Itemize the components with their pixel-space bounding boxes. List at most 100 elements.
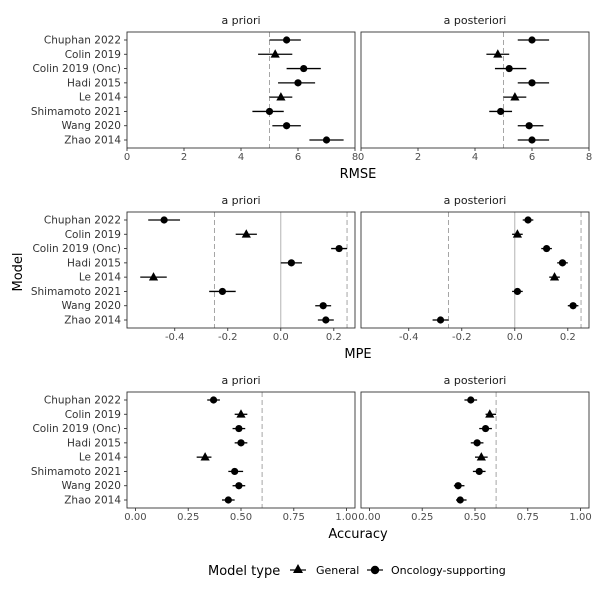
- point-estimate-oncology: [283, 36, 291, 44]
- panel-rmse-a-posteriori: a posteriori 0 2 4 6 8: [358, 14, 592, 163]
- x-tick-label: 0: [124, 152, 130, 163]
- x-tick-label: 0.75: [517, 512, 539, 523]
- x-tick-label: 6: [295, 152, 301, 163]
- x-tick-label: 6: [529, 152, 535, 163]
- point-estimate-oncology: [294, 79, 302, 87]
- x-tick-label: 0: [358, 152, 364, 163]
- point-estimate-oncology: [224, 496, 232, 504]
- panel-rmse-a-priori: a priori 0 2 4 6 8 Chuphan 2022 Colin 2019 Colin…: [31, 14, 358, 163]
- point-estimate-oncology: [300, 64, 308, 73]
- x-tick-label: 0.25: [177, 512, 199, 523]
- point-estimate-oncology: [558, 259, 567, 267]
- metric-row-rmse: a priori 0 2 4 6 8 Chuphan 2022 Colin 2019 Colin…: [31, 14, 592, 182]
- point-estimate-oncology: [467, 396, 475, 404]
- metric-row-accuracy: a priori 0.00 0.25 0.50 0.75 1.00 Chuphan 2022…: [31, 374, 592, 542]
- x-tick-label: 4: [472, 152, 478, 163]
- point-estimate-oncology: [542, 244, 551, 253]
- facet-strip-label: a posteriori: [444, 194, 507, 207]
- model-label: Wang 2020: [61, 300, 121, 312]
- point-estimate-oncology: [218, 287, 227, 296]
- model-label: Colin 2019: [65, 49, 121, 61]
- point-estimate-general: [236, 409, 246, 418]
- model-label: Le 2014: [79, 272, 122, 284]
- x-tick-label: 0.50: [230, 512, 252, 523]
- facet-strip-label: a priori: [221, 194, 260, 207]
- point-estimate-oncology: [235, 482, 243, 490]
- model-label: Chuphan 2022: [44, 395, 121, 407]
- x-tick-label: 2: [415, 152, 421, 163]
- x-tick-label: -0.4: [165, 332, 185, 343]
- panel-border: [126, 31, 356, 149]
- point-estimate-oncology: [475, 467, 483, 476]
- point-estimate-oncology: [513, 287, 522, 296]
- model-label: Chuphan 2022: [44, 35, 121, 47]
- x-tick-label: 0.00: [124, 512, 146, 523]
- x-tick-label: 0.2: [326, 332, 342, 343]
- panel-accuracy-a-priori: a priori 0.00 0.25 0.50 0.75 1.00 Chuphan 2022…: [31, 374, 358, 523]
- point-estimate-oncology: [481, 424, 490, 433]
- model-label: Colin 2019 (Onc): [32, 63, 121, 75]
- point-estimate-general: [512, 229, 523, 238]
- panel-mpe-a-posteriori: a posteriori -0.4 -0.2 0.0 0.2: [360, 194, 590, 343]
- model-label: Zhao 2014: [64, 315, 121, 327]
- x-tick-label: -0.4: [399, 332, 419, 343]
- legend-triangle-marker: [293, 564, 303, 573]
- legend-label-general: General: [316, 564, 359, 577]
- point-estimate-general: [200, 452, 210, 461]
- point-estimate-oncology: [456, 496, 464, 504]
- panel-border: [360, 211, 590, 329]
- model-label: Shimamoto 2021: [31, 286, 121, 298]
- model-label: Wang 2020: [61, 480, 121, 492]
- point-estimate-general: [241, 229, 251, 238]
- x-tick-label: -0.2: [452, 332, 472, 343]
- model-label: Colin 2019 (Onc): [32, 423, 121, 435]
- x-tick-label: 2: [181, 152, 187, 163]
- point-estimate-oncology: [319, 302, 327, 310]
- point-estimate-oncology: [436, 316, 445, 324]
- point-estimate-general: [485, 409, 495, 418]
- x-axis-title: RMSE: [340, 167, 377, 182]
- model-label: Hadi 2015: [67, 77, 121, 89]
- point-estimate-oncology: [528, 79, 536, 87]
- point-estimate-general: [148, 272, 159, 281]
- point-estimate-oncology: [209, 396, 218, 404]
- x-tick-label: 1.00: [335, 512, 357, 523]
- panel-mpe-a-priori: a priori -0.4 -0.2 0.0 0.2 Chuphan 2022 Colin …: [31, 194, 356, 343]
- point-estimate-oncology: [569, 302, 577, 310]
- x-tick-label: 0.2: [560, 332, 576, 343]
- x-tick-label: 1.00: [569, 512, 591, 523]
- point-estimate-oncology: [335, 244, 343, 253]
- point-estimate-oncology: [528, 136, 536, 144]
- model-label: Colin 2019: [65, 229, 121, 241]
- point-estimate-oncology: [473, 439, 481, 447]
- facet-strip-label: a priori: [221, 374, 260, 387]
- legend-label-oncology: Oncology-supporting: [391, 564, 506, 577]
- x-axis-title: MPE: [344, 347, 371, 362]
- model-label: Chuphan 2022: [44, 215, 121, 227]
- model-label: Le 2014: [79, 92, 122, 104]
- point-estimate-oncology: [160, 216, 168, 224]
- metric-row-mpe: a priori -0.4 -0.2 0.0 0.2 Chuphan 2022 Colin …: [31, 194, 590, 362]
- model-label: Le 2014: [79, 452, 122, 464]
- point-estimate-oncology: [525, 122, 533, 130]
- model-label: Shimamoto 2021: [31, 106, 121, 118]
- panel-border: [126, 211, 356, 329]
- point-estimate-general: [493, 49, 503, 58]
- panel-border: [360, 31, 590, 149]
- x-tick-label: 0.0: [507, 332, 523, 343]
- model-label: Shimamoto 2021: [31, 466, 121, 478]
- point-estimate-oncology: [322, 136, 331, 144]
- facet-strip-label: a posteriori: [444, 374, 507, 387]
- point-estimate-oncology: [265, 107, 274, 116]
- facet-strip-label: a priori: [221, 14, 260, 27]
- panel-border: [360, 391, 590, 509]
- model-label: Wang 2020: [61, 120, 121, 132]
- x-tick-label: 0.50: [464, 512, 486, 523]
- x-tick-label: 0.00: [358, 512, 380, 523]
- point-estimate-general: [270, 49, 280, 58]
- point-estimate-general: [510, 92, 520, 101]
- x-tick-label: 4: [238, 152, 244, 163]
- point-estimate-oncology: [287, 259, 295, 267]
- point-estimate-general: [476, 452, 486, 461]
